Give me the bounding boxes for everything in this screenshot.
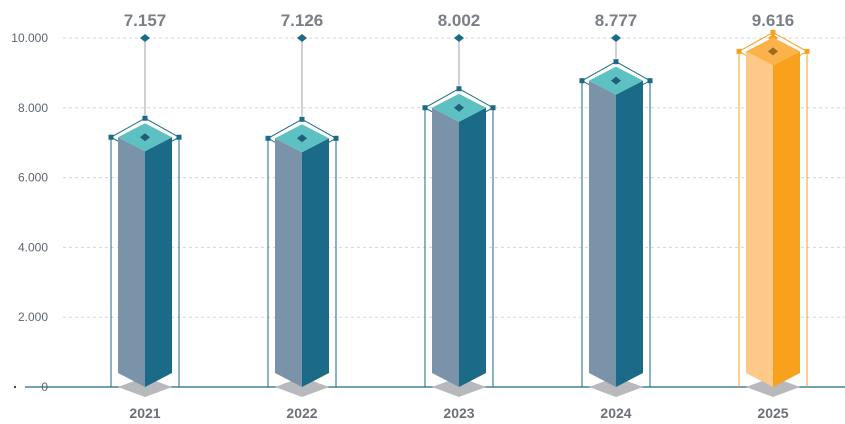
- bar-top-marker: [454, 103, 464, 112]
- bar-top-marker: [611, 76, 621, 85]
- bar-top-marker: [768, 47, 778, 56]
- corner-marker: [579, 78, 585, 84]
- bar-2025: [736, 29, 810, 397]
- bar-side-face: [145, 137, 172, 387]
- corner-marker: [299, 116, 305, 122]
- y-tick-label: 8.000: [18, 101, 48, 115]
- corner-marker: [333, 135, 339, 141]
- bar-front-face: [746, 51, 773, 387]
- corner-marker: [108, 134, 114, 140]
- bar-2021: [108, 34, 182, 397]
- bar-side-face: [616, 80, 643, 387]
- y-tick-label: 2.000: [18, 310, 48, 324]
- value-marker-diamond: [611, 34, 621, 42]
- corner-marker: [770, 29, 776, 35]
- bar-front-face: [432, 107, 459, 388]
- corner-marker: [613, 59, 619, 65]
- bar-side-face: [773, 51, 800, 387]
- y-tick-label: 4.000: [18, 240, 48, 254]
- value-marker-diamond: [454, 34, 464, 42]
- axis-tick-mark: [14, 386, 16, 388]
- corner-marker: [422, 105, 428, 111]
- x-tick-label: 2021: [129, 405, 160, 421]
- corner-marker: [647, 78, 653, 84]
- data-label: 8.777: [595, 11, 638, 30]
- value-marker-diamond: [140, 34, 150, 42]
- bar-front-face: [118, 137, 145, 387]
- data-label: 9.616: [752, 11, 795, 30]
- corner-marker: [265, 135, 271, 141]
- labels: 7.157 2021 7.126 2022 8.002 2023 8.777 2024 9.61…: [124, 11, 795, 421]
- x-tick-label: 2023: [443, 405, 474, 421]
- corner-marker: [490, 105, 496, 111]
- bar-front-face: [589, 80, 616, 387]
- data-label: 8.002: [438, 11, 481, 30]
- x-tick-label: 2024: [600, 405, 631, 421]
- x-tick-label: 2022: [286, 405, 317, 421]
- bar-2024: [579, 34, 653, 397]
- value-marker-diamond: [297, 34, 307, 42]
- corner-marker: [804, 48, 810, 54]
- corner-marker: [176, 134, 182, 140]
- bar-2022: [265, 34, 339, 397]
- corner-marker: [142, 115, 148, 121]
- x-tick-label: 2025: [757, 405, 788, 421]
- data-label: 7.157: [124, 11, 167, 30]
- bar-front-face: [275, 138, 302, 387]
- bar-2023: [422, 34, 496, 397]
- bars: [108, 29, 810, 397]
- y-tick-label: 10.000: [11, 31, 48, 45]
- bar-side-face: [302, 138, 329, 387]
- bar-top-marker: [140, 133, 150, 142]
- bar-top-marker: [297, 134, 307, 143]
- corner-marker: [456, 86, 462, 92]
- corner-marker: [736, 48, 742, 54]
- y-tick-label: 6.000: [18, 171, 48, 185]
- data-label: 7.126: [281, 11, 324, 30]
- bar-side-face: [459, 107, 486, 388]
